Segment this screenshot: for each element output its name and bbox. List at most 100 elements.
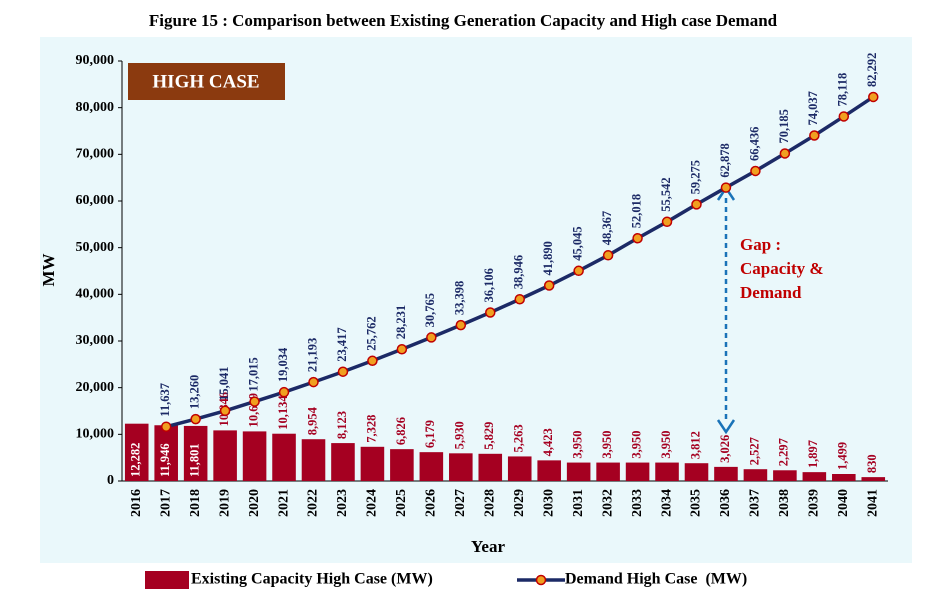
demand-marker <box>573 265 584 277</box>
bar-value-label: 3,950 <box>659 430 673 458</box>
line-value-label: 52,018 <box>629 194 643 228</box>
demand-marker <box>249 396 260 407</box>
line-value-label: 48,367 <box>600 211 614 245</box>
legend-label: Existing Capacity High Case (MW) <box>191 571 433 588</box>
annotation: Demand <box>740 283 802 302</box>
line-value-label: 25,762 <box>364 316 378 350</box>
demand-marker <box>543 280 555 291</box>
legend-marker <box>535 574 547 586</box>
line-value-label: 13,260 <box>188 375 202 409</box>
bar <box>802 472 827 481</box>
bar <box>507 456 532 481</box>
bar <box>743 469 768 481</box>
x-tick-label: 2034 <box>659 489 674 517</box>
legend-swatch <box>145 571 189 589</box>
line-value-label: 38,946 <box>512 255 526 289</box>
y-tick-label: 30,000 <box>76 333 115 348</box>
bar-value-label: 12,282 <box>129 443 143 477</box>
bar-value-label: 830 <box>865 454 879 473</box>
line-value-label: 21,193 <box>305 338 319 372</box>
y-tick-label: 80,000 <box>76 100 115 115</box>
bar <box>832 474 856 481</box>
bar-value-label: 3,026 <box>718 435 732 463</box>
y-tick-label: 50,000 <box>76 240 115 255</box>
bar <box>596 462 620 481</box>
annotation: Capacity & <box>740 259 824 278</box>
demand-marker <box>750 165 761 177</box>
x-tick-label: 2027 <box>453 489 468 517</box>
line-value-label: 28,231 <box>394 305 408 339</box>
bar-value-label: 3,950 <box>600 430 614 458</box>
bar <box>566 462 591 481</box>
bar-value-label: 1,897 <box>806 440 820 468</box>
y-axis-label: MW <box>39 253 58 286</box>
bar-value-label: 3,812 <box>688 431 702 459</box>
bar <box>124 423 149 481</box>
x-tick-label: 2030 <box>541 489 556 517</box>
bar-value-label: 11,946 <box>158 443 172 477</box>
demand-marker <box>396 344 408 355</box>
bar-value-label: 6,179 <box>423 420 437 448</box>
demand-marker <box>308 376 319 388</box>
demand-marker <box>160 421 172 432</box>
y-tick-label: 60,000 <box>76 193 115 208</box>
bar <box>773 470 797 481</box>
bar-value-label: 11,801 <box>188 443 202 477</box>
bar <box>242 431 267 481</box>
bar <box>625 462 650 481</box>
bar <box>684 463 709 481</box>
legend-label: Demand High Case (MW) <box>565 571 747 588</box>
x-tick-label: 2019 <box>217 489 232 517</box>
line-value-label: 45,045 <box>571 226 585 260</box>
line-value-label: 41,890 <box>541 241 555 275</box>
bar <box>331 443 355 481</box>
bar <box>183 425 208 481</box>
annotation: Gap : <box>740 235 781 254</box>
bar-value-label: 3,950 <box>571 430 585 458</box>
bar-value-label: 7,328 <box>364 415 378 443</box>
x-tick-label: 2017 <box>158 489 173 517</box>
x-tick-label: 2018 <box>188 489 203 517</box>
x-tick-label: 2033 <box>630 489 645 517</box>
bar-value-label: 5,263 <box>512 424 526 452</box>
demand-marker <box>661 216 673 228</box>
bar-value-label: 8,123 <box>335 411 349 439</box>
x-tick-label: 2016 <box>129 489 144 517</box>
line-value-label: 36,106 <box>482 268 496 302</box>
bar <box>154 425 178 481</box>
line-value-label: 78,118 <box>836 73 850 107</box>
line-value-label: 19,034 <box>276 347 290 382</box>
line-value-label: 70,185 <box>777 109 791 143</box>
demand-marker <box>190 413 201 425</box>
demand-marker <box>720 182 732 193</box>
bar <box>301 439 326 481</box>
line-value-label: 55,542 <box>659 177 673 211</box>
line-value-label: 66,436 <box>747 127 761 161</box>
bar <box>272 433 296 481</box>
bar-value-label: 10,134 <box>276 395 290 430</box>
x-tick-label: 2038 <box>777 489 792 517</box>
bar <box>655 462 679 481</box>
x-tick-label: 2021 <box>276 489 291 517</box>
y-tick-label: 0 <box>107 473 114 488</box>
x-tick-label: 2040 <box>836 489 851 517</box>
demand-marker <box>337 366 349 377</box>
demand-marker <box>367 355 378 367</box>
bar-value-label: 8,954 <box>305 406 319 435</box>
x-tick-label: 2035 <box>689 489 704 517</box>
line-value-label: 15,041 <box>217 366 231 400</box>
bar <box>449 453 473 481</box>
line-value-label: 62,878 <box>718 143 732 177</box>
demand-marker <box>602 250 614 261</box>
demand-marker <box>838 111 850 122</box>
line-value-label: 17,015 <box>246 357 260 391</box>
x-tick-label: 2029 <box>512 489 527 517</box>
x-tick-label: 2022 <box>306 489 321 517</box>
line-value-label: 23,417 <box>335 327 349 361</box>
y-tick-label: 10,000 <box>76 427 115 442</box>
line-value-label: 11,637 <box>158 383 172 417</box>
x-tick-label: 2032 <box>600 489 615 517</box>
x-tick-label: 2037 <box>748 489 763 517</box>
demand-marker <box>691 199 702 210</box>
